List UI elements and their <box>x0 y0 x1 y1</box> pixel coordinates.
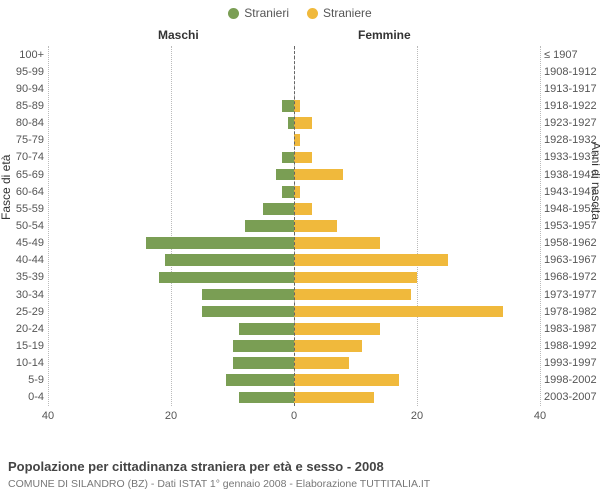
age-label: 15-19 <box>4 337 44 354</box>
x-tick-label: 20 <box>411 410 423 422</box>
bar-female <box>294 169 343 181</box>
birth-year-label: 1923-1927 <box>544 115 600 132</box>
bar-female <box>294 152 312 164</box>
bar-female <box>294 289 411 301</box>
bar-male <box>239 323 294 335</box>
birth-year-label: 1928-1932 <box>544 132 600 149</box>
legend: Stranieri Straniere <box>0 6 600 20</box>
birth-year-label: 1968-1972 <box>544 269 600 286</box>
bar-female <box>294 203 312 215</box>
bar-female <box>294 237 380 249</box>
birth-year-label: 1948-1952 <box>544 200 600 217</box>
age-label: 55-59 <box>4 200 44 217</box>
bar-female <box>294 220 337 232</box>
birth-year-label: 1983-1987 <box>544 320 600 337</box>
legend-label-female: Straniere <box>323 6 372 20</box>
population-pyramid-chart: Stranieri Straniere Maschi Femmine Fasce… <box>0 0 600 500</box>
bar-female <box>294 340 362 352</box>
bar-female <box>294 323 380 335</box>
age-label: 10-14 <box>4 355 44 372</box>
bar-male <box>263 203 294 215</box>
x-ticks: 402002040 <box>48 410 540 424</box>
chart-subcaption: COMUNE DI SILANDRO (BZ) - Dati ISTAT 1° … <box>8 478 430 490</box>
y-right-labels: ≤ 19071908-19121913-19171918-19221923-19… <box>544 46 600 406</box>
bar-female <box>294 306 503 318</box>
birth-year-label: 1988-1992 <box>544 337 600 354</box>
bar-male <box>233 340 295 352</box>
age-label: 45-49 <box>4 235 44 252</box>
age-label: 95-99 <box>4 63 44 80</box>
bar-female <box>294 374 399 386</box>
bar-male <box>245 220 294 232</box>
bar-male <box>233 357 295 369</box>
bar-male <box>282 152 294 164</box>
birth-year-label: 1958-1962 <box>544 235 600 252</box>
chart-caption: Popolazione per cittadinanza straniera p… <box>8 459 384 474</box>
bar-male <box>239 392 294 404</box>
legend-swatch-male <box>228 8 239 19</box>
age-label: 40-44 <box>4 252 44 269</box>
bar-male <box>226 374 294 386</box>
x-tick-label: 40 <box>42 410 54 422</box>
bar-male <box>202 289 294 301</box>
bar-male <box>282 186 294 198</box>
x-tick-label: 40 <box>534 410 546 422</box>
birth-year-label: ≤ 1907 <box>544 46 600 63</box>
age-label: 5-9 <box>4 372 44 389</box>
birth-year-label: 1908-1912 <box>544 63 600 80</box>
birth-year-label: 1933-1937 <box>544 149 600 166</box>
age-label: 20-24 <box>4 320 44 337</box>
birth-year-label: 2003-2007 <box>544 389 600 406</box>
age-label: 65-69 <box>4 166 44 183</box>
bar-male <box>146 237 294 249</box>
age-label: 70-74 <box>4 149 44 166</box>
y-left-labels: 100+95-9990-9485-8980-8475-7970-7465-696… <box>4 46 44 406</box>
age-label: 75-79 <box>4 132 44 149</box>
bar-male <box>282 100 294 112</box>
age-label: 60-64 <box>4 183 44 200</box>
birth-year-label: 1998-2002 <box>544 372 600 389</box>
age-label: 0-4 <box>4 389 44 406</box>
age-label: 100+ <box>4 46 44 63</box>
birth-year-label: 1918-1922 <box>544 97 600 114</box>
birth-year-label: 1913-1917 <box>544 80 600 97</box>
age-label: 80-84 <box>4 115 44 132</box>
plot-area: Maschi Femmine Fasce di età Anni di nasc… <box>48 28 540 438</box>
birth-year-label: 1978-1982 <box>544 303 600 320</box>
x-tick-label: 20 <box>165 410 177 422</box>
column-header-male: Maschi <box>158 28 199 42</box>
bar-male <box>276 169 294 181</box>
x-tick-label: 0 <box>291 410 297 422</box>
birth-year-label: 1943-1947 <box>544 183 600 200</box>
age-label: 90-94 <box>4 80 44 97</box>
bar-female <box>294 254 448 266</box>
birth-year-label: 1973-1977 <box>544 286 600 303</box>
bar-female <box>294 117 312 129</box>
birth-year-label: 1938-1942 <box>544 166 600 183</box>
birth-year-label: 1963-1967 <box>544 252 600 269</box>
birth-year-label: 1953-1957 <box>544 217 600 234</box>
bar-male <box>202 306 294 318</box>
bar-male <box>159 272 294 284</box>
age-label: 85-89 <box>4 97 44 114</box>
age-label: 50-54 <box>4 217 44 234</box>
age-label: 30-34 <box>4 286 44 303</box>
column-header-female: Femmine <box>358 28 411 42</box>
bar-female <box>294 357 349 369</box>
legend-item-male: Stranieri <box>228 6 289 20</box>
legend-item-female: Straniere <box>307 6 372 20</box>
age-label: 25-29 <box>4 303 44 320</box>
bar-female <box>294 392 374 404</box>
legend-swatch-female <box>307 8 318 19</box>
bar-male <box>165 254 294 266</box>
birth-year-label: 1993-1997 <box>544 355 600 372</box>
age-label: 35-39 <box>4 269 44 286</box>
legend-label-male: Stranieri <box>244 6 289 20</box>
bar-female <box>294 272 417 284</box>
